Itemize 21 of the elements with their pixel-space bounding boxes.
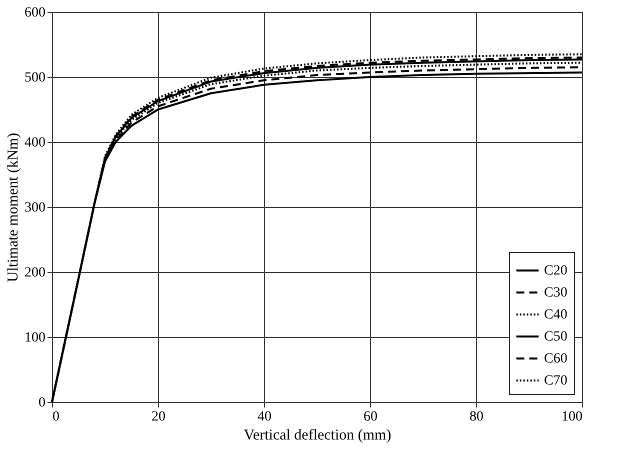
x-tick-label: 0: [52, 410, 60, 424]
y-tick-label: 600: [24, 6, 46, 20]
legend-label: C70: [544, 374, 568, 388]
legend-label: C20: [544, 264, 568, 278]
x-tick-label: 100: [562, 410, 582, 424]
x-tick-label: 40: [258, 410, 272, 424]
x-tick-label: 80: [470, 410, 484, 424]
x-tick-label: 60: [364, 410, 378, 424]
x-tick-label: 20: [152, 410, 166, 424]
y-tick-label: 100: [24, 330, 46, 346]
x-axis-title: Vertical deflection (mm): [244, 428, 392, 444]
y-tick-label: 200: [24, 266, 46, 280]
y-axis-title: Ultimate moment (kNm): [6, 132, 22, 282]
y-tick-label: 500: [24, 70, 46, 86]
y-tick-label: 0: [38, 396, 46, 410]
y-tick-label: 300: [24, 200, 46, 216]
legend-label: C30: [544, 286, 568, 300]
legend-label: C40: [544, 308, 568, 322]
legend-label: C60: [544, 352, 568, 366]
legend-label: C50: [544, 330, 568, 344]
y-tick-label: 400: [24, 136, 46, 150]
